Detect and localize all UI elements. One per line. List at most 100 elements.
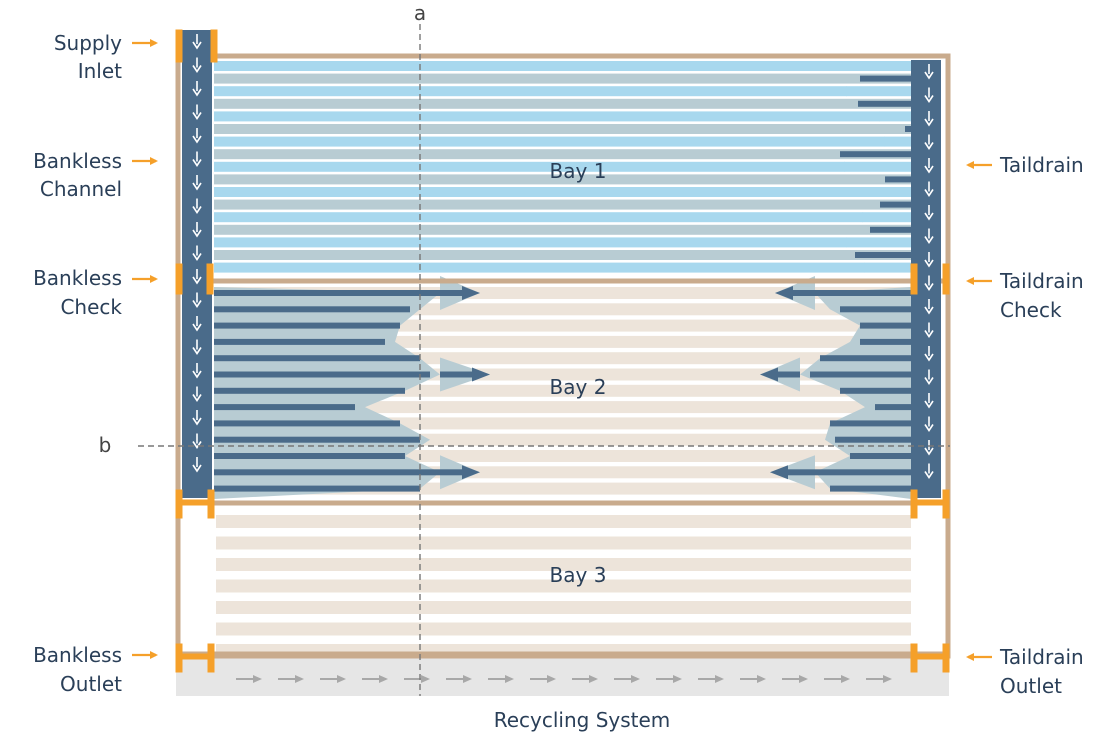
flow-arrow [862, 61, 878, 71]
arrow-down-icon [924, 353, 934, 362]
bankless-gate-bay3 [175, 489, 215, 519]
arrow-down-icon [924, 212, 934, 221]
arrow-down-icon [192, 182, 202, 191]
arrow-down-icon [192, 135, 202, 144]
label-taildrain-outlet: Taildrain Outlet [966, 645, 1084, 698]
label-taildrain: Taildrain [966, 153, 1084, 177]
arrow-down-icon [924, 95, 934, 103]
arrow-down-icon [924, 142, 934, 150]
flow-arrow [770, 465, 788, 480]
flow-arrow [472, 367, 490, 382]
bankless-inflow [214, 338, 385, 345]
taildrain-inflow [830, 485, 911, 492]
furrow-soil [216, 536, 911, 550]
bankless-inflow [440, 290, 462, 296]
bankless-inflow [214, 306, 410, 313]
svg-text:Outlet: Outlet [60, 672, 122, 696]
taildrain-inflow [870, 226, 911, 233]
label-taildrain-check: Taildrain Check [966, 269, 1084, 322]
arrow-down-icon [924, 71, 934, 80]
arrow-down-icon [192, 229, 202, 238]
taildrain-inflow [840, 387, 911, 394]
svg-text:Inlet: Inlet [78, 59, 122, 83]
arrow-down-icon [192, 41, 202, 50]
furrow-water [214, 61, 911, 71]
bay-1-flooded-furrows [214, 61, 911, 273]
bankless-inflow [214, 420, 400, 427]
bankless-inflow [214, 485, 420, 492]
svg-text:Taildrain: Taildrain [999, 153, 1084, 177]
bankless-inflow [214, 322, 400, 329]
bay-3-label: Bay 3 [550, 563, 607, 587]
checks [175, 29, 950, 673]
bankless-inflow [214, 453, 405, 459]
taildrain-inflow [885, 176, 911, 183]
furrow-water [214, 250, 911, 260]
bay-1-label: Bay 1 [550, 159, 607, 183]
svg-text:Bankless: Bankless [33, 266, 122, 290]
bankless-check [175, 263, 183, 295]
svg-text:Bankless: Bankless [33, 149, 122, 173]
taildrain-flow-arrows [924, 64, 934, 479]
arrow-down-icon [192, 206, 202, 214]
taildrain-inflow [815, 290, 911, 296]
bankless-inflow [214, 436, 420, 443]
arrow-down-icon [924, 306, 934, 315]
label-bankless-channel: Bankless Channel [33, 149, 158, 201]
furrow-water [214, 73, 911, 84]
furrow-water [214, 86, 911, 97]
taildrain-inflow [905, 126, 911, 132]
bankless-inflow [214, 355, 420, 362]
furrow-soil [216, 515, 911, 528]
arrow-down-icon [924, 377, 934, 385]
arrow-down-icon [192, 88, 202, 97]
taildrain-check [910, 263, 918, 295]
arrow-down-icon [192, 300, 202, 308]
taildrain-inflow [835, 436, 911, 443]
taildrain-inflow [810, 371, 911, 378]
furrow-water [214, 199, 911, 210]
svg-text:Check: Check [1000, 298, 1062, 322]
arrow-down-icon [924, 400, 934, 409]
section-label-b: b [99, 433, 112, 457]
furrow-water [214, 111, 911, 122]
taildrain-inflow [815, 469, 911, 476]
flow-arrow [775, 286, 793, 300]
arrow-down-icon [924, 165, 934, 174]
furrow-water [214, 124, 911, 134]
bankless-inflow [214, 387, 405, 394]
arrow-down-icon [192, 276, 202, 285]
furrow-water [214, 149, 911, 160]
svg-text:Outlet: Outlet [1000, 674, 1062, 698]
bay-3-dry-furrows [216, 515, 911, 657]
furrow-water [214, 262, 911, 273]
flow-arrow [879, 111, 895, 122]
flow-arrow [854, 187, 870, 197]
furrow-water [214, 212, 911, 223]
label-bankless-check: Bankless Check [33, 266, 158, 319]
furrow-water [214, 136, 911, 147]
arrow-down-icon [924, 424, 934, 432]
bankless-inflow [214, 404, 355, 411]
arrow-down-icon [192, 112, 202, 120]
arrow-down-icon [192, 441, 202, 449]
arrow-down-icon [924, 259, 934, 268]
taildrain-outlet-gate [910, 643, 950, 673]
flow-arrow [862, 212, 878, 223]
arrow-down-icon [192, 159, 202, 167]
arrow-down-icon [192, 253, 202, 261]
flow-arrow [462, 465, 480, 480]
bankless-inflow [214, 371, 430, 378]
furrow-water [214, 237, 911, 248]
svg-text:Channel: Channel [40, 177, 122, 201]
svg-text:Bankless: Bankless [33, 643, 122, 667]
furrow-soil [216, 601, 911, 614]
arrow-down-icon [192, 323, 202, 332]
arrow-down-icon [192, 347, 202, 355]
taildrain-inflow [820, 355, 911, 362]
taildrain-inflow [778, 371, 800, 378]
furrow-soil [216, 558, 911, 571]
arrow-down-icon [192, 370, 202, 379]
flow-arrow [884, 136, 900, 147]
